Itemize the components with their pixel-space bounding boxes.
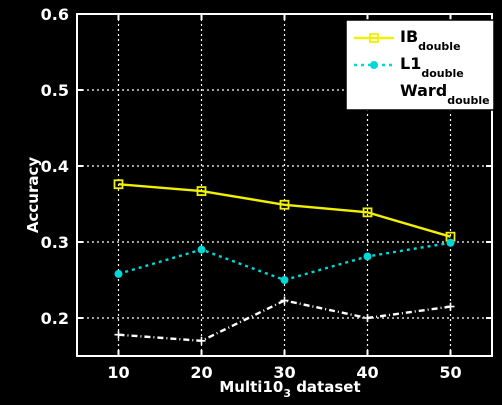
legend-entry-2: Warddouble bbox=[400, 81, 490, 107]
y-tick-label-4: 0.6 bbox=[41, 5, 69, 24]
series-1-point-4 bbox=[446, 238, 455, 247]
y-tick-label-3: 0.5 bbox=[41, 81, 69, 100]
series-0 bbox=[113, 179, 456, 242]
series-0-point-1 bbox=[196, 186, 207, 196]
legend-marker-2 bbox=[370, 88, 378, 96]
series-2-point-3 bbox=[363, 314, 372, 322]
series-1-point-0 bbox=[114, 269, 123, 278]
legend-marker-1 bbox=[370, 61, 378, 69]
series-2 bbox=[114, 296, 455, 345]
series-2-point-1 bbox=[197, 336, 206, 345]
series-layer bbox=[113, 179, 456, 345]
x-tick-label-4: 50 bbox=[439, 363, 461, 382]
legend-marker-0 bbox=[369, 33, 379, 43]
series-2-point-0 bbox=[114, 330, 123, 339]
x-axis-label: Multi103 dataset bbox=[219, 378, 360, 400]
series-0-point-2 bbox=[279, 199, 290, 210]
y-tick-label-0: 0.2 bbox=[41, 309, 69, 328]
y-axis-label: Accuracy bbox=[24, 157, 42, 233]
x-axis-label-main: Multi10 bbox=[219, 378, 283, 396]
x-axis-label-suffix: dataset bbox=[291, 378, 361, 396]
series-2-point-4 bbox=[446, 302, 455, 311]
y-axis-ticks: 0.2 0.3 0.4 0.5 0.6 bbox=[41, 5, 492, 328]
y-tick-label-2: 0.4 bbox=[41, 157, 69, 176]
series-2-point-2 bbox=[280, 296, 289, 305]
series-1-point-3 bbox=[363, 252, 372, 261]
series-line-0 bbox=[118, 183, 451, 238]
x-tick-label-2: 30 bbox=[273, 363, 295, 382]
legend-entry-1: L1double bbox=[400, 54, 464, 80]
series-1-point-1 bbox=[197, 245, 206, 254]
legend-entry-0: IBdouble bbox=[400, 27, 461, 53]
series-0-point-0 bbox=[113, 179, 124, 190]
x-axis-ticks: 10 20 30 40 50 bbox=[107, 14, 462, 382]
y-tick-label-1: 0.3 bbox=[41, 233, 69, 252]
x-tick-label-0: 10 bbox=[107, 363, 129, 382]
x-axis-label-sub: 3 bbox=[283, 387, 291, 400]
series-0-point-3 bbox=[362, 207, 373, 218]
series-line-2 bbox=[118, 299, 451, 343]
series-line-1 bbox=[118, 241, 451, 282]
series-1 bbox=[114, 238, 455, 284]
x-tick-label-1: 20 bbox=[190, 363, 212, 382]
series-1-point-2 bbox=[280, 276, 289, 284]
x-tick-label-3: 40 bbox=[356, 363, 378, 382]
